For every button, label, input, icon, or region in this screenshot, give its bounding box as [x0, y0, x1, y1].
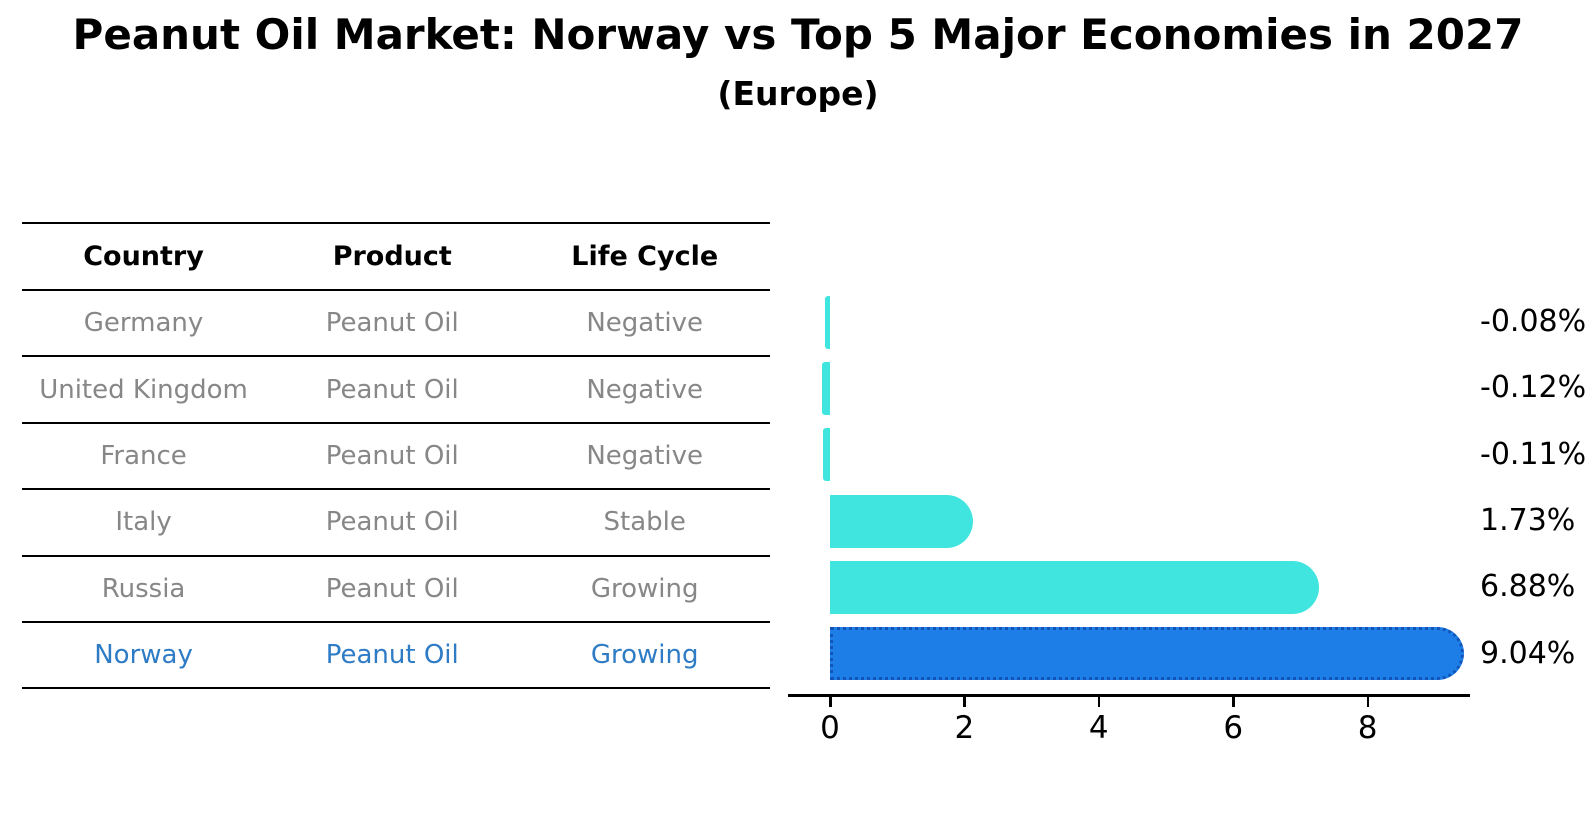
x-tick-mark-4	[1097, 697, 1101, 707]
x-tick-mark-8	[1366, 697, 1370, 707]
value-label-italy: 1.73%	[1480, 503, 1576, 539]
table-header-country: Country	[83, 241, 204, 272]
x-tick-label-2: 2	[954, 710, 975, 746]
x-tick-label-0: 0	[820, 710, 840, 746]
x-tick-label-6: 6	[1223, 710, 1244, 746]
bar-france	[822, 428, 830, 482]
table-row-united-kingdom: United Kingdom Peanut Oil Negative	[22, 357, 770, 424]
bar-russia	[830, 560, 1320, 614]
cell-product: Peanut Oil	[325, 440, 459, 471]
x-tick-label-8: 8	[1357, 710, 1378, 746]
x-axis-line	[788, 694, 1470, 697]
value-label-russia: 6.88%	[1480, 569, 1576, 605]
cell-product: Peanut Oil	[325, 507, 459, 538]
country-table: Country Product Life Cycle Germany Peanut…	[22, 222, 770, 690]
table-row-italy: Italy Peanut Oil Stable	[22, 490, 770, 557]
cell-country: United Kingdom	[39, 374, 248, 405]
bar-norway	[830, 627, 1465, 681]
cell-country: Russia	[101, 573, 186, 604]
cell-life-cycle: Negative	[586, 374, 704, 405]
cell-product: Peanut Oil	[325, 573, 459, 604]
cell-product: Peanut Oil	[325, 308, 459, 339]
x-tick-mark-6	[1232, 697, 1235, 707]
chart-subtitle: (Europe)	[717, 74, 879, 113]
cell-product: Peanut Oil	[325, 640, 459, 671]
table-body: Germany Peanut Oil Negative United Kingdom P…	[22, 291, 770, 690]
cell-country: France	[100, 440, 187, 471]
value-label-germany: -0.08%	[1480, 304, 1587, 340]
x-tick-mark-0	[829, 697, 832, 707]
cell-life-cycle: Stable	[603, 507, 686, 538]
value-label-norway: 9.04%	[1480, 635, 1576, 671]
cell-country: Italy	[115, 507, 172, 538]
chart-title: Peanut Oil Market: Norway vs Top 5 Major…	[72, 10, 1524, 59]
x-tick-label-4: 4	[1088, 710, 1109, 746]
table-header-life-cycle: Life Cycle	[571, 241, 719, 272]
cell-life-cycle: Growing	[590, 573, 699, 604]
value-label-united-kingdom: -0.12%	[1480, 370, 1587, 406]
cell-life-cycle: Negative	[586, 308, 704, 339]
cell-country: Norway	[94, 640, 193, 671]
cell-life-cycle: Negative	[586, 440, 704, 471]
table-row-russia: Russia Peanut Oil Growing	[22, 557, 770, 623]
value-label-france: -0.11%	[1480, 436, 1587, 472]
cell-country: Germany	[83, 308, 204, 339]
bar-germany	[824, 295, 830, 349]
bar-united-kingdom	[821, 361, 830, 415]
x-tick-mark-2	[963, 697, 966, 707]
table-row-norway: Norway Peanut Oil Growing	[22, 623, 770, 690]
table-row-germany: Germany Peanut Oil Negative	[22, 291, 770, 358]
cell-life-cycle: Growing	[590, 640, 699, 671]
table-header-product: Product	[332, 241, 452, 272]
cell-product: Peanut Oil	[325, 374, 459, 405]
table-header-row: Country Product Life Cycle	[22, 224, 770, 291]
table-row-france: France Peanut Oil Negative	[22, 424, 770, 491]
bar-italy	[830, 494, 974, 548]
